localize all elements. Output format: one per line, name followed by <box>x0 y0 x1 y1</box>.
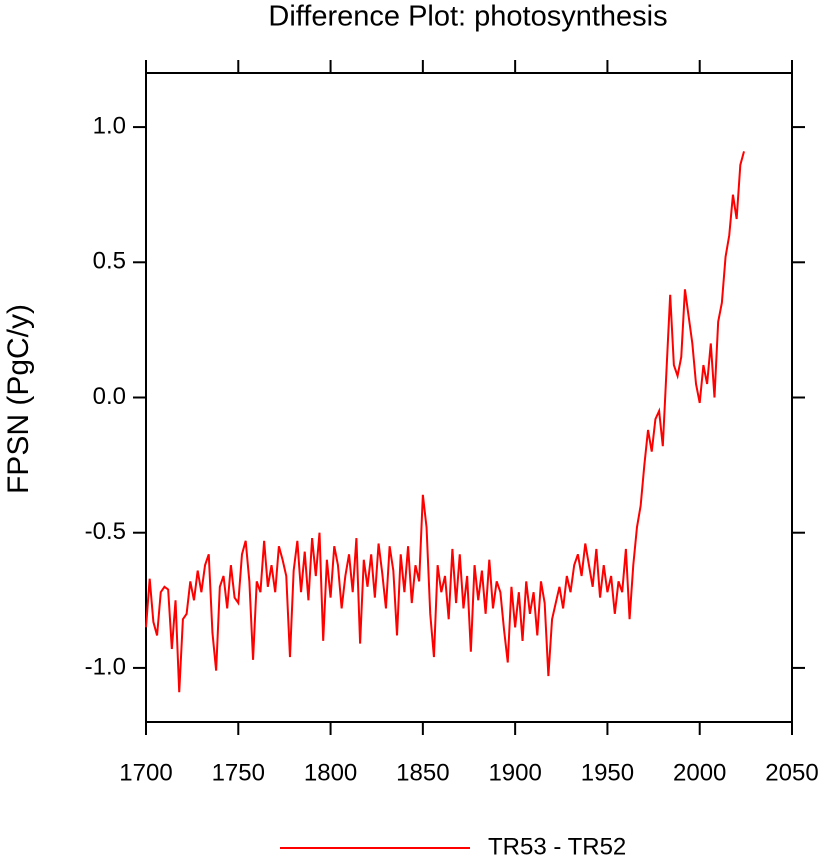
legend-label: TR53 - TR52 <box>488 833 626 860</box>
x-tick-label: 1900 <box>488 759 541 786</box>
x-tick-label: 1850 <box>396 759 449 786</box>
x-tick-label: 2000 <box>673 759 726 786</box>
y-axis-label: FPSN (PgC/y) <box>2 304 35 494</box>
y-tick-label: 0.0 <box>93 383 126 410</box>
x-tick-label: 1700 <box>119 759 172 786</box>
y-tick-label: 0.5 <box>93 248 126 275</box>
data-line <box>145 151 745 693</box>
y-tick-label: -0.5 <box>85 518 126 545</box>
x-tick-label: 2050 <box>765 759 818 786</box>
y-tick-label: 1.0 <box>93 112 126 139</box>
x-tick-label: 1950 <box>581 759 634 786</box>
x-tick-label: 1800 <box>304 759 357 786</box>
x-tick-label: 1750 <box>212 759 265 786</box>
y-tick-label: -1.0 <box>85 653 126 680</box>
chart-title: Difference Plot: photosynthesis <box>268 1 667 33</box>
